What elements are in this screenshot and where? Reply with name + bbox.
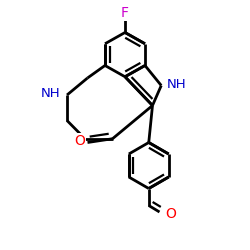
Text: NH: NH [41,87,60,100]
Text: O: O [165,207,176,221]
Text: NH: NH [166,78,186,92]
Text: F: F [121,6,129,20]
Text: O: O [74,134,85,148]
